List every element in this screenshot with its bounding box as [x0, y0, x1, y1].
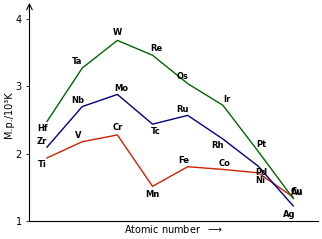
Text: Tc: Tc [151, 127, 161, 136]
X-axis label: Atomic number  $\longrightarrow$: Atomic number $\longrightarrow$ [124, 223, 223, 235]
Text: Rh: Rh [212, 141, 224, 150]
Text: Pt: Pt [256, 140, 267, 149]
Text: Re: Re [150, 44, 162, 53]
Text: Nb: Nb [71, 96, 84, 105]
Text: Au: Au [291, 188, 304, 197]
Text: Ir: Ir [223, 95, 230, 104]
Text: Cr: Cr [112, 123, 123, 132]
Y-axis label: M.p./10³K: M.p./10³K [4, 92, 14, 138]
Text: Co: Co [219, 159, 231, 168]
Text: Cu: Cu [291, 187, 303, 196]
Text: Ti: Ti [38, 160, 47, 169]
Text: Os: Os [177, 72, 189, 81]
Text: Mn: Mn [146, 190, 160, 199]
Text: Mo: Mo [114, 84, 128, 93]
Text: Ag: Ag [283, 210, 296, 218]
Text: Ru: Ru [176, 105, 189, 114]
Text: Fe: Fe [178, 156, 189, 165]
Text: Ta: Ta [72, 57, 82, 66]
Text: Pd: Pd [255, 168, 268, 177]
Text: Hf: Hf [37, 124, 47, 133]
Text: Ni: Ni [255, 176, 265, 185]
Text: Zr: Zr [37, 136, 47, 146]
Text: W: W [113, 28, 122, 37]
Text: V: V [75, 131, 81, 140]
